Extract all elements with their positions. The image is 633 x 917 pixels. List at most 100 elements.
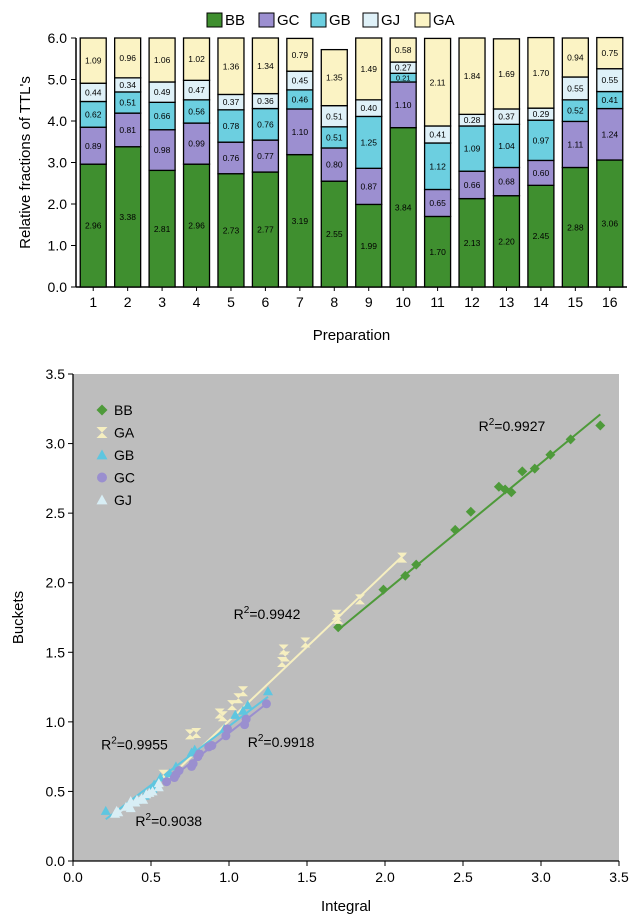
bar-segment-ga <box>217 37 245 96</box>
point-bb <box>378 584 389 595</box>
x-tick-label: 4 <box>193 294 201 310</box>
bar-segment-gb <box>217 109 245 143</box>
bar-segment-bb <box>182 163 211 288</box>
bar-segment-gb <box>423 142 452 191</box>
point-ga <box>280 651 291 662</box>
point-bb <box>506 487 517 498</box>
point-ga <box>355 594 366 605</box>
bar-label-gb: 0.21 <box>396 73 411 82</box>
bar-segment-ga <box>251 37 280 95</box>
bar-segment-ga <box>148 37 176 83</box>
point-bb <box>565 434 576 445</box>
bar-label-gc: 0.81 <box>119 125 136 135</box>
bar-label-bb: 3.06 <box>602 219 619 229</box>
bar-label-gc: 0.98 <box>154 145 171 155</box>
bar-label-gc: 0.66 <box>464 180 481 190</box>
point-ga <box>238 686 249 697</box>
y-tick-label: 4.0 <box>48 113 68 129</box>
bar-segment-gc <box>492 166 521 197</box>
bar-label-gj: 0.27 <box>395 63 412 73</box>
x-tick-label: 9 <box>365 294 373 310</box>
bar-segment-bb <box>217 173 245 288</box>
bar-label-gc: 0.60 <box>533 168 550 178</box>
bar-label-ga: 0.75 <box>602 48 619 58</box>
bar-segment-gb <box>355 115 383 169</box>
bar-label-gc: 0.80 <box>326 160 343 170</box>
bar-label-ga: 0.94 <box>567 53 584 63</box>
legend-label-gb: GB <box>329 12 351 29</box>
bar-label-gb: 1.09 <box>464 144 481 154</box>
bar-segment-gb <box>79 100 107 128</box>
bar-label-bb: 3.19 <box>292 216 309 226</box>
bar-label-bb: 2.45 <box>533 231 550 241</box>
bar-label-gb: 1.25 <box>360 137 377 147</box>
bar-label-gb: 0.52 <box>567 106 584 116</box>
x-tick-label: 0.0 <box>63 869 83 885</box>
legend-marker-gb <box>96 449 108 460</box>
bar-label-bb: 2.88 <box>567 222 584 232</box>
bar-segment-ga <box>389 37 417 63</box>
bar-label-gc: 0.65 <box>429 198 446 208</box>
bar-label-gb: 0.56 <box>188 107 205 117</box>
bar-label-gc: 1.10 <box>292 127 309 137</box>
point-ga <box>397 552 408 563</box>
bar-label-gb: 0.51 <box>326 132 343 142</box>
legend-label-gb: GB <box>114 447 134 463</box>
bar-label-gj: 0.29 <box>533 109 550 119</box>
bar-label-ga: 0.79 <box>292 50 309 60</box>
bar-label-ga: 1.36 <box>223 61 240 71</box>
bar-label-gj: 0.51 <box>326 111 343 121</box>
bar-segment-bb <box>492 195 521 288</box>
bar-label-bb: 1.99 <box>360 241 377 251</box>
bar-label-bb: 2.55 <box>326 229 343 239</box>
x-tick-label: 1 <box>89 294 97 310</box>
bar-label-gj: 0.28 <box>464 115 481 125</box>
bar-label-gj: 0.41 <box>429 130 446 140</box>
point-ga <box>191 727 202 738</box>
y-tick-label: 1.5 <box>46 644 66 660</box>
bar-segment-ga <box>596 36 624 70</box>
x-tick-label: 3 <box>158 294 166 310</box>
legend-label-ga: GA <box>433 12 455 29</box>
point-bb <box>595 420 606 431</box>
bar-segment-gc <box>527 159 555 186</box>
point-ga <box>333 613 344 624</box>
bar-segment-ga <box>423 37 452 127</box>
bar-label-gc: 0.99 <box>188 139 205 149</box>
point-gc <box>222 724 232 734</box>
bar-label-ga: 1.69 <box>498 69 515 79</box>
bar-label-gc: 0.77 <box>257 151 274 161</box>
y-tick-label: 2.0 <box>46 575 66 591</box>
bar-segment-ga <box>527 36 555 109</box>
bar-label-bb: 2.20 <box>498 236 515 246</box>
point-gb <box>263 686 273 696</box>
bar-label-gc: 0.89 <box>85 141 102 151</box>
legend-swatch-gj <box>362 12 379 28</box>
bar-segment-bb <box>286 153 314 288</box>
bar-segment-ga <box>458 37 486 116</box>
point-ga <box>217 711 228 722</box>
x-tick-label: 2.5 <box>453 869 473 885</box>
point-ga <box>214 708 225 719</box>
bar-segment-gc <box>561 120 589 169</box>
bar-label-gb: 0.76 <box>257 119 274 129</box>
bar-segment-ga <box>286 37 314 72</box>
bar-label-gb: 1.12 <box>429 161 446 171</box>
bar-label-gb: 0.51 <box>119 98 136 108</box>
bar-segment-gc <box>114 112 142 148</box>
x-tick-label: 2 <box>124 294 132 310</box>
bar-segment-bb <box>527 184 555 288</box>
bar-segment-gb <box>527 119 555 162</box>
bar-label-gb: 0.41 <box>602 95 619 105</box>
x-axis-title: Integral <box>321 898 371 915</box>
point-bb <box>517 466 528 477</box>
bar-segment-ga <box>492 38 521 110</box>
y-tick-label: 6.0 <box>48 30 68 46</box>
legend-label-gc: GC <box>114 470 135 486</box>
bar-label-gb: 0.46 <box>292 94 309 104</box>
bar-label-bb: 3.84 <box>395 202 412 212</box>
point-gb <box>238 705 249 715</box>
bar-label-gj: 0.55 <box>567 83 584 93</box>
x-tick-label: 5 <box>227 294 235 310</box>
